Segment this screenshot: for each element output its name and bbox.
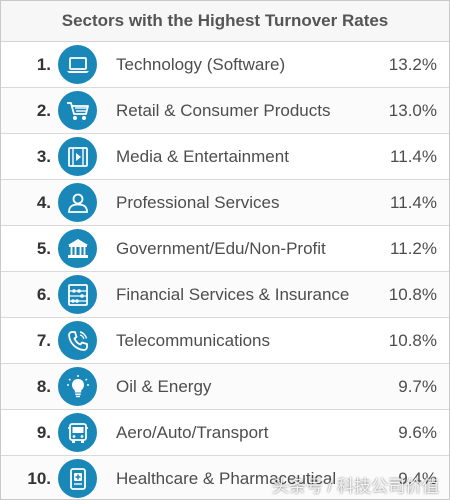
rank-label: 9. [36,423,51,442]
rank-label: 6. [36,285,51,304]
watermark: 头条号 / 科技公司价值 [271,477,439,496]
film-icon [58,137,97,176]
table-row: 3. Media & Entertainment 11.4% [1,134,449,180]
table-row: 1. Technology (Software) 13.2% [1,42,449,88]
turnover-rate-value: 13.2% [388,55,437,74]
lightbulb-icon [58,367,97,406]
sector-label: Technology (Software) [116,55,286,74]
turnover-rate-value: 11.2% [390,239,437,258]
sector-label: Healthcare & Pharmaceutical [116,469,337,488]
table-row: 8. Oil & Energy 9.7% [1,364,449,410]
government-building-icon [58,229,97,268]
bus-icon [58,413,97,452]
turnover-rate-value: 11.4% [390,147,437,166]
table-row: 4. Professional Services 11.4% [1,180,449,226]
rank-label: 4. [36,193,51,212]
sector-label: Professional Services [116,193,280,212]
turnover-rate-value: 9.4% [398,469,437,488]
table-row: 9. Aero/Auto/Transport 9.6% [1,410,449,456]
turnover-rate-value: 9.6% [398,423,437,442]
turnover-rate-value: 13.0% [388,101,437,120]
rank-label: 2. [36,101,51,120]
sector-label: Government/Edu/Non-Profit [116,239,326,258]
table-row: 2. Retail & Consumer Products 13.0% [1,88,449,134]
rank-label: 7. [36,331,51,350]
laptop-icon [58,45,97,84]
table-row: 5. Government/Edu/Non-Profit 11.2% [1,226,449,272]
turnover-rate-value: 11.4% [390,193,437,212]
table-row: 7. Telecommunications 10.8% [1,318,449,364]
turnover-rate-value: 9.7% [398,377,437,396]
table-row: 10. Healthcare & Pharmaceutical 9.4% [1,456,449,499]
rank-label: 8. [36,377,51,396]
sector-label: Media & Entertainment [116,147,289,166]
table-row: 6. Financial Services & Insurance 10.8% [1,272,449,318]
shopping-cart-icon [58,91,97,130]
sector-label: Financial Services & Insurance [116,285,350,304]
medicine-icon [58,459,97,498]
sector-label: Oil & Energy [116,377,212,396]
sector-label: Telecommunications [116,331,271,350]
sector-label: Aero/Auto/Transport [116,423,269,442]
turnover-rate-value: 10.8% [388,331,437,350]
person-icon [58,183,97,222]
turnover-rate-value: 10.8% [388,285,437,304]
rank-label: 3. [36,147,51,166]
sector-table: 1. Technology (Software) 13.2% 2. Retail & C… [1,42,449,499]
rank-label: 10. [27,469,51,488]
rank-label: 5. [36,239,51,258]
chart-title: Sectors with the Highest Turnover Rates [1,1,449,42]
phone-icon [58,321,97,360]
rank-label: 1. [36,55,51,74]
sector-label: Retail & Consumer Products [116,101,331,120]
abacus-icon [58,275,97,314]
